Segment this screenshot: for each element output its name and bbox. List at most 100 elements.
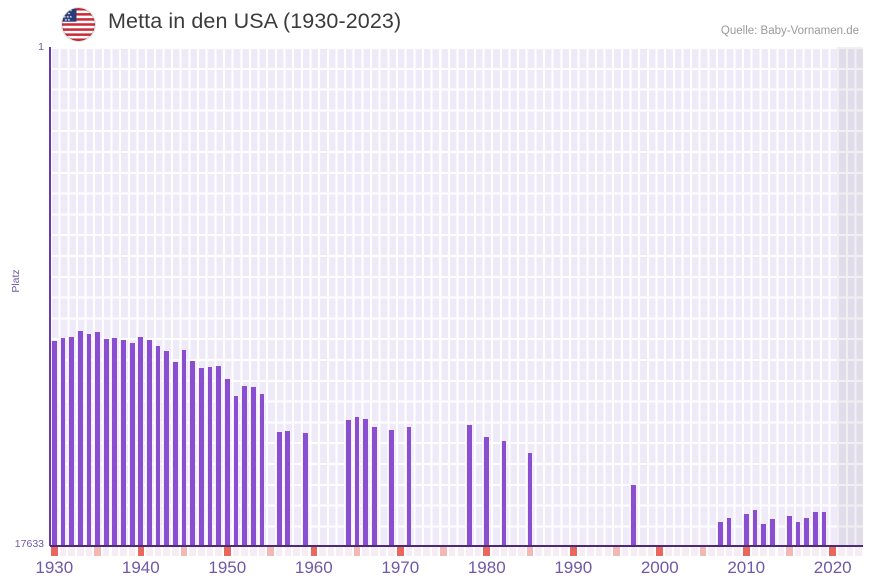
x-tick-1990 <box>569 547 577 556</box>
x-tick-1968 <box>379 547 387 556</box>
x-tick-1944 <box>172 547 179 556</box>
x-tick-1977 <box>457 547 465 556</box>
x-tick-1997 <box>630 547 638 556</box>
x-tick-2000 <box>656 547 664 556</box>
x-tick-1941 <box>146 547 153 556</box>
x-tick-2005 <box>699 547 707 556</box>
svg-text:★★: ★★ <box>64 18 70 22</box>
x-tick-1939 <box>128 547 136 556</box>
x-tick-2006 <box>708 547 715 556</box>
x-tick-1950 <box>224 547 231 556</box>
bar-2007 <box>716 522 724 546</box>
bar-1950 <box>223 379 231 546</box>
plot-area <box>50 47 863 546</box>
x-tick-1937 <box>111 547 119 556</box>
x-tick-1974 <box>431 547 439 556</box>
bar-1985 <box>526 453 534 546</box>
bar-1949 <box>215 366 222 546</box>
x-tick-1989 <box>561 547 568 556</box>
x-tick-1955 <box>267 547 274 556</box>
x-tick-1971 <box>405 547 413 556</box>
x-tick-2009 <box>734 547 741 556</box>
x-tick-1947 <box>198 547 205 556</box>
x-tick-2020 <box>829 547 836 556</box>
x-tick-1966 <box>362 547 369 556</box>
bar-1931 <box>59 338 67 546</box>
x-tick-2003 <box>682 547 689 556</box>
x-tick-1931 <box>59 547 67 556</box>
x-axis-label-1940: 1940 <box>121 558 160 577</box>
x-tick-1948 <box>206 547 214 556</box>
bar-1944 <box>172 362 179 546</box>
bar-1953 <box>249 387 257 546</box>
x-tick-2023 <box>855 547 862 556</box>
bar-1956 <box>275 432 283 546</box>
bar-1938 <box>120 340 127 546</box>
bar-2019 <box>820 512 828 546</box>
x-tick-1976 <box>448 547 456 556</box>
x-axis-line <box>50 545 863 547</box>
x-tick-1945 <box>180 547 188 556</box>
x-tick-2022 <box>846 547 854 556</box>
x-tick-2019 <box>820 547 828 556</box>
x-tick-2021 <box>838 547 845 556</box>
bar-2011 <box>751 510 759 546</box>
bar-1937 <box>111 338 119 546</box>
x-tick-1979 <box>474 547 482 556</box>
x-tick-1991 <box>578 547 586 556</box>
bar-1980 <box>483 437 491 546</box>
bar-1969 <box>388 430 395 546</box>
x-tick-2004 <box>691 547 698 556</box>
bar-1932 <box>68 337 75 546</box>
bar-1952 <box>241 386 248 546</box>
bar-1966 <box>362 419 370 546</box>
x-tick-1963 <box>336 547 343 556</box>
x-tick-1975 <box>440 547 447 556</box>
x-axis-ticks <box>50 547 863 556</box>
x-tick-2008 <box>725 547 733 556</box>
x-tick-1930 <box>51 547 58 556</box>
bar-1964 <box>345 420 352 546</box>
x-tick-1993 <box>595 547 603 556</box>
x-tick-1959 <box>301 547 309 556</box>
bar-1965 <box>353 417 361 546</box>
x-tick-1962 <box>327 547 335 556</box>
svg-text:★★: ★★ <box>64 12 70 16</box>
x-tick-1994 <box>604 547 612 556</box>
bar-1967 <box>370 427 378 546</box>
svg-text:★★★: ★★★ <box>63 15 72 19</box>
x-tick-1970 <box>396 547 404 556</box>
x-tick-1964 <box>345 547 352 556</box>
x-tick-1956 <box>275 547 283 556</box>
bar-2013 <box>768 519 776 546</box>
x-tick-1983 <box>509 547 516 556</box>
x-tick-1980 <box>483 547 491 556</box>
x-tick-1951 <box>232 547 240 556</box>
bar-1941 <box>146 340 153 546</box>
y-axis-line <box>49 47 51 546</box>
bar-1971 <box>405 427 413 546</box>
x-tick-1967 <box>371 547 378 556</box>
x-axis-label-1980: 1980 <box>467 558 506 577</box>
x-tick-2013 <box>768 547 776 556</box>
bar-1930 <box>50 341 58 546</box>
x-axis-label-1960: 1960 <box>294 558 333 577</box>
source-attribution: Quelle: Baby-Vornamen.de <box>720 25 859 37</box>
y-axis-tick-bottom: 17633 <box>14 538 44 550</box>
y-axis-title: Platz <box>10 269 22 293</box>
bar-2017 <box>803 518 811 546</box>
bar-series <box>50 47 863 546</box>
bar-1946 <box>189 361 197 546</box>
x-axis-label-2000: 2000 <box>640 558 679 577</box>
x-tick-1958 <box>293 547 300 556</box>
x-tick-1965 <box>353 547 361 556</box>
bar-2015 <box>786 516 793 546</box>
x-tick-2010 <box>742 547 750 556</box>
x-tick-1943 <box>163 547 171 556</box>
x-tick-1998 <box>639 547 646 556</box>
x-tick-2001 <box>665 547 672 556</box>
x-axis-label-2020: 2020 <box>813 558 852 577</box>
bar-2016 <box>794 522 802 546</box>
x-tick-1934 <box>85 547 93 556</box>
x-tick-1973 <box>422 547 430 556</box>
